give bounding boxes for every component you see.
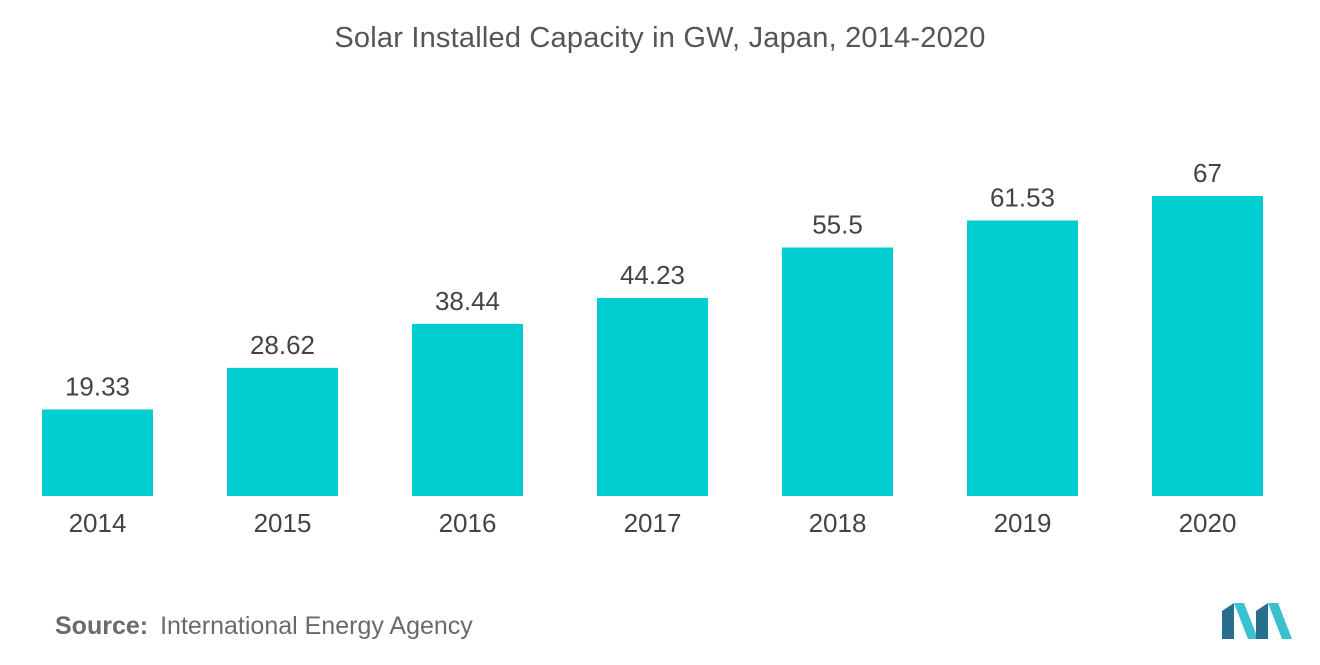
bar-2017 bbox=[597, 297, 708, 496]
value-label-2020: 67 bbox=[1193, 158, 1222, 188]
x-tick-label-2014: 2014 bbox=[69, 508, 127, 538]
value-label-2018: 55.5 bbox=[812, 209, 863, 239]
source-note: Source: International Energy Agency bbox=[55, 612, 473, 641]
brand-logo-icon bbox=[1222, 603, 1292, 639]
bar-2016 bbox=[412, 323, 523, 496]
bar-2015 bbox=[227, 367, 338, 496]
value-label-2014: 19.33 bbox=[65, 371, 130, 401]
value-label-2019: 61.53 bbox=[990, 182, 1055, 212]
x-tick-label-2016: 2016 bbox=[439, 508, 497, 538]
bar-chart: 19.33 2014 28.62 2015 38.44 2016 44.23 2017 55.5… bbox=[42, 158, 1263, 538]
x-tick-label-2020: 2020 bbox=[1179, 508, 1237, 538]
x-tick-label-2019: 2019 bbox=[994, 508, 1052, 538]
value-label-2015: 28.62 bbox=[250, 330, 315, 360]
bar-2014 bbox=[42, 409, 153, 496]
source-text: International Energy Agency bbox=[160, 612, 473, 640]
source-label: Source: bbox=[55, 612, 149, 640]
bar-2019 bbox=[967, 220, 1078, 496]
chart-title: Solar Installed Capacity in GW, Japan, 2… bbox=[334, 22, 986, 54]
x-tick-label-2018: 2018 bbox=[809, 508, 867, 538]
bar-2020 bbox=[1152, 196, 1263, 496]
value-label-2017: 44.23 bbox=[620, 260, 685, 290]
value-label-2016: 38.44 bbox=[435, 286, 500, 316]
bar-2018 bbox=[782, 247, 893, 496]
x-tick-label-2015: 2015 bbox=[254, 508, 312, 538]
x-tick-label-2017: 2017 bbox=[624, 508, 682, 538]
